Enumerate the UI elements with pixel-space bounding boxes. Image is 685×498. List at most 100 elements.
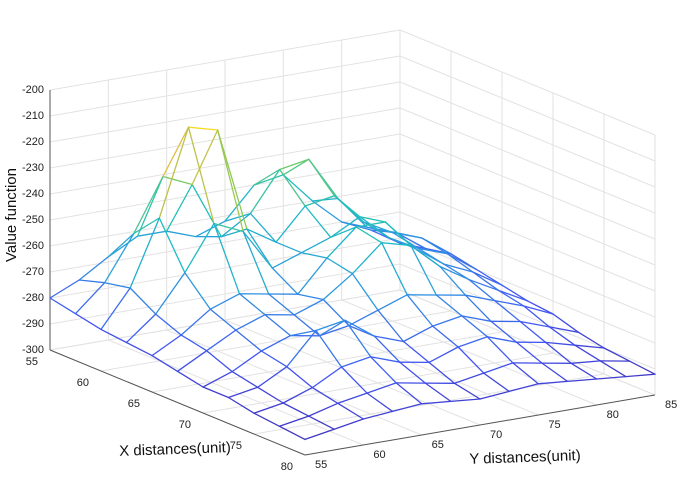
mesh-line <box>440 267 466 296</box>
mesh-line <box>156 314 182 335</box>
mesh-line <box>309 159 335 196</box>
mesh-line <box>342 367 368 393</box>
grid-line <box>400 160 655 265</box>
mesh-line <box>76 283 105 314</box>
mesh-line <box>309 403 338 416</box>
mesh-line <box>251 214 277 243</box>
mesh-line <box>272 268 298 294</box>
mesh-line <box>181 309 210 335</box>
mesh-line <box>50 298 76 314</box>
mesh-line <box>338 393 367 403</box>
mesh-line <box>178 351 207 372</box>
mesh-line <box>546 342 572 363</box>
y-tick-label: 60 <box>373 449 385 461</box>
mesh-line <box>334 196 360 217</box>
mesh-line <box>407 295 433 326</box>
mesh-line <box>265 315 291 336</box>
mesh-line <box>429 347 458 362</box>
mesh-line <box>298 294 324 299</box>
mesh-line <box>192 185 221 237</box>
mesh-line <box>440 267 469 280</box>
mesh-line <box>396 383 422 404</box>
mesh-line <box>520 322 546 343</box>
mesh-line <box>323 300 349 326</box>
mesh-line <box>349 310 378 325</box>
mesh-line <box>130 218 159 288</box>
mesh-line <box>189 127 218 130</box>
grid-line <box>400 264 655 369</box>
mesh-line <box>108 236 137 257</box>
x-tick-label: 75 <box>230 440 242 452</box>
mesh-line <box>254 413 280 426</box>
mesh-line <box>232 351 261 372</box>
y-axis-label: Y distances(unit) <box>469 447 581 468</box>
z-tick-label: -250 <box>22 214 44 226</box>
mesh-line <box>542 363 568 381</box>
mesh-line <box>378 295 407 310</box>
mesh-line <box>272 253 301 268</box>
mesh-line <box>207 351 233 372</box>
mesh-line <box>400 362 426 383</box>
mesh-line <box>283 403 309 416</box>
z-tick-label: -210 <box>22 110 44 122</box>
x-tick-label: 80 <box>281 461 293 473</box>
z-tick-label: -200 <box>22 84 44 96</box>
mesh-line <box>261 336 290 351</box>
mesh-line <box>404 342 430 363</box>
mesh-line <box>484 373 510 391</box>
mesh-line <box>312 388 338 404</box>
mesh-line <box>429 362 455 383</box>
mesh-line <box>181 335 207 351</box>
grid-line <box>400 108 655 213</box>
mesh-line <box>207 330 236 351</box>
z-tick-label: -260 <box>22 240 44 252</box>
mesh-line <box>130 288 156 314</box>
mesh-line <box>509 384 538 392</box>
x-tick-label: 60 <box>77 377 89 389</box>
mesh-line <box>203 387 229 398</box>
y-tick-label: 85 <box>665 399 677 411</box>
mesh-line <box>159 218 185 273</box>
grid-line <box>400 134 655 239</box>
mesh-line <box>404 326 433 341</box>
mesh-line <box>127 314 156 342</box>
y-tick-label: 80 <box>607 409 619 421</box>
mesh-line <box>367 393 393 411</box>
mesh-line <box>513 363 539 384</box>
z-tick-label: -290 <box>22 318 44 330</box>
mesh-line <box>626 374 655 376</box>
grid-line <box>400 30 655 135</box>
axis-line <box>305 395 655 455</box>
mesh-line <box>353 274 379 311</box>
mesh-line <box>254 403 283 413</box>
y-tick-label: 75 <box>548 419 560 431</box>
mesh-line <box>167 231 196 236</box>
grid-line <box>400 56 655 161</box>
mesh-line <box>258 387 284 403</box>
mesh-line <box>232 372 257 388</box>
mesh-line <box>425 383 451 401</box>
z-tick-label: -270 <box>22 266 44 278</box>
z-tick-label: -240 <box>22 188 44 200</box>
mesh-line <box>323 274 352 300</box>
mesh-line <box>334 419 363 429</box>
mesh-line <box>243 232 268 295</box>
mesh-line <box>152 335 181 356</box>
mesh-line <box>214 224 240 294</box>
mesh-line <box>382 243 408 295</box>
mesh-line <box>491 321 517 342</box>
mesh-line <box>163 177 192 185</box>
mesh-line <box>378 310 404 341</box>
mesh-line <box>313 201 342 222</box>
mesh-line <box>240 294 266 315</box>
mesh-line <box>353 243 382 274</box>
y-tick-label: 55 <box>315 459 327 471</box>
mesh-line <box>327 258 353 274</box>
mesh-line <box>455 373 484 383</box>
mesh-line <box>302 253 328 258</box>
x-tick-label: 70 <box>179 419 191 431</box>
z-tick-label: -230 <box>22 162 44 174</box>
z-axis-label: Value function <box>3 168 20 262</box>
mesh-line <box>433 316 462 326</box>
